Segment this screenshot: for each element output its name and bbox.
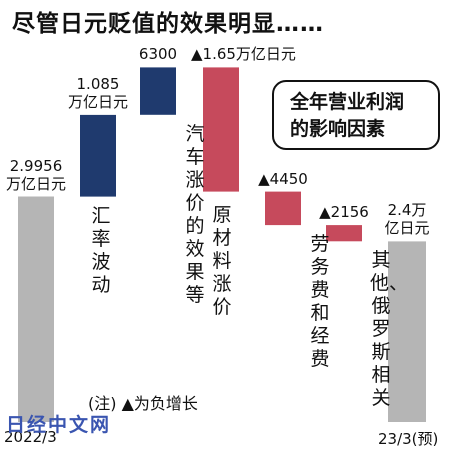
value-label-4: ▲1.65万亿日元	[191, 45, 296, 64]
bar-3	[140, 67, 176, 115]
value-label-2: 1.085 万亿日元	[67, 74, 128, 111]
footnote: (注) ▲为负增长	[88, 394, 198, 413]
bar-5	[265, 191, 301, 226]
legend-text-line-2: 的影响因素	[290, 118, 386, 140]
value-label-3: 6300	[138, 45, 178, 64]
period-label-start: 2022/3	[4, 428, 57, 446]
bar-7	[388, 241, 426, 422]
value-label-7: 2.4万 亿日元	[384, 201, 430, 238]
category-label-4: 原材料涨价	[212, 203, 232, 318]
bar-6	[326, 225, 362, 242]
category-label-2: 汇率波动	[91, 204, 111, 296]
category-label-6: 其他、俄罗斯相关	[370, 249, 409, 410]
value-label-5: ▲4450	[258, 169, 308, 188]
page-title: 尽管日元贬值的效果明显……	[12, 11, 324, 37]
bar-4	[203, 67, 239, 192]
period-label-end: 23/3(预)	[378, 430, 439, 448]
bar-2	[80, 114, 116, 197]
value-label-1: 2.9956 万亿日元	[5, 156, 66, 193]
legend-box: 全年营业利润 的影响因素	[272, 80, 440, 150]
category-label-3: 汽车涨价的效果等	[185, 122, 205, 306]
category-label-5: 劳务费和经费	[310, 233, 330, 371]
watermark: 日经中文网	[6, 414, 112, 436]
value-label-6: ▲2156	[319, 203, 369, 222]
bar-1	[18, 196, 54, 422]
legend-text-line-1: 全年营业利润	[290, 91, 405, 113]
